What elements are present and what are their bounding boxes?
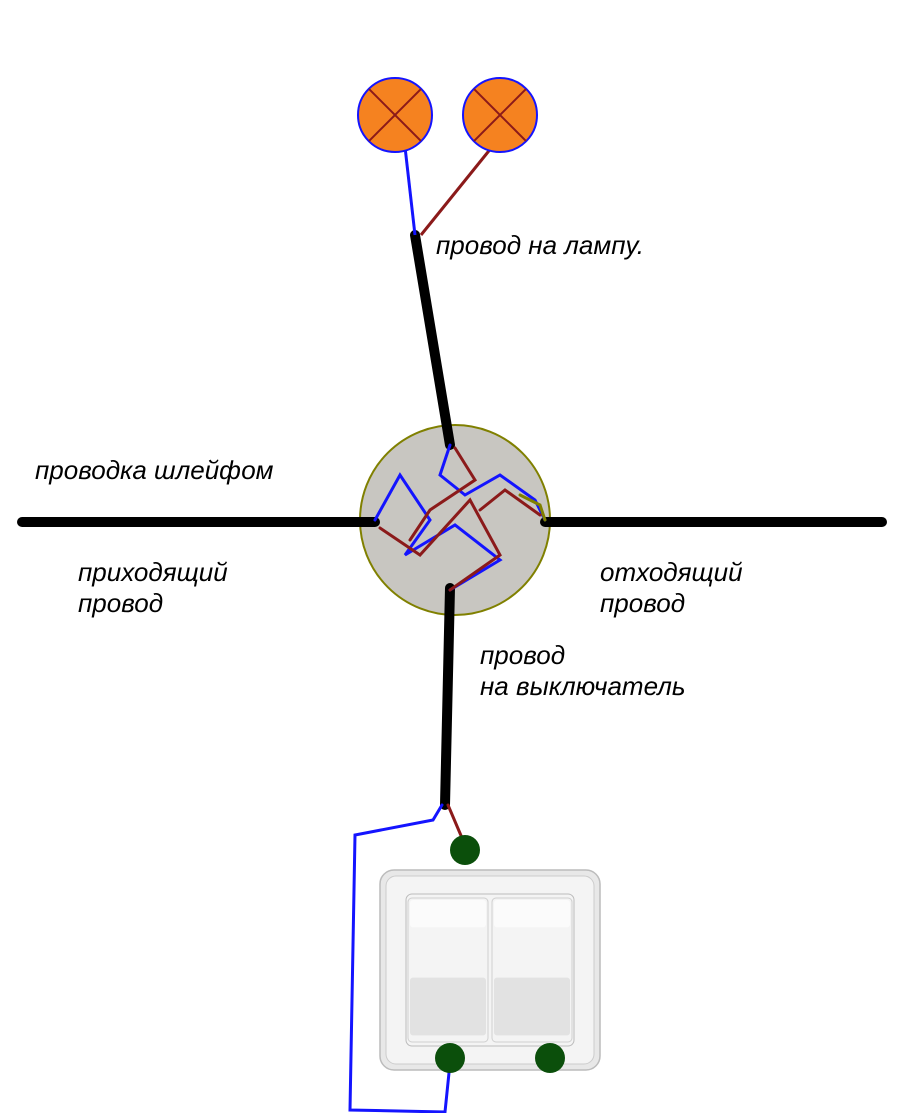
label-loop: проводка шлейфом [35,455,273,486]
terminal-bottom-right [535,1043,565,1073]
terminal-top [450,835,480,865]
wire-red-lamp [421,147,492,235]
lamp-1-icon [358,78,432,152]
cable-bottom [445,588,450,805]
label-incoming: приходящий провод [78,557,228,619]
label-switch: провод на выключатель [480,640,686,702]
cable-top [415,235,450,445]
label-outgoing: отходящий провод [600,557,743,619]
wire-blue-lamp [405,147,415,235]
terminal-bottom-left [435,1043,465,1073]
label-lamp: провод на лампу. [436,230,644,261]
wall-switch-icon [380,870,600,1070]
lamp-2-icon [463,78,537,152]
